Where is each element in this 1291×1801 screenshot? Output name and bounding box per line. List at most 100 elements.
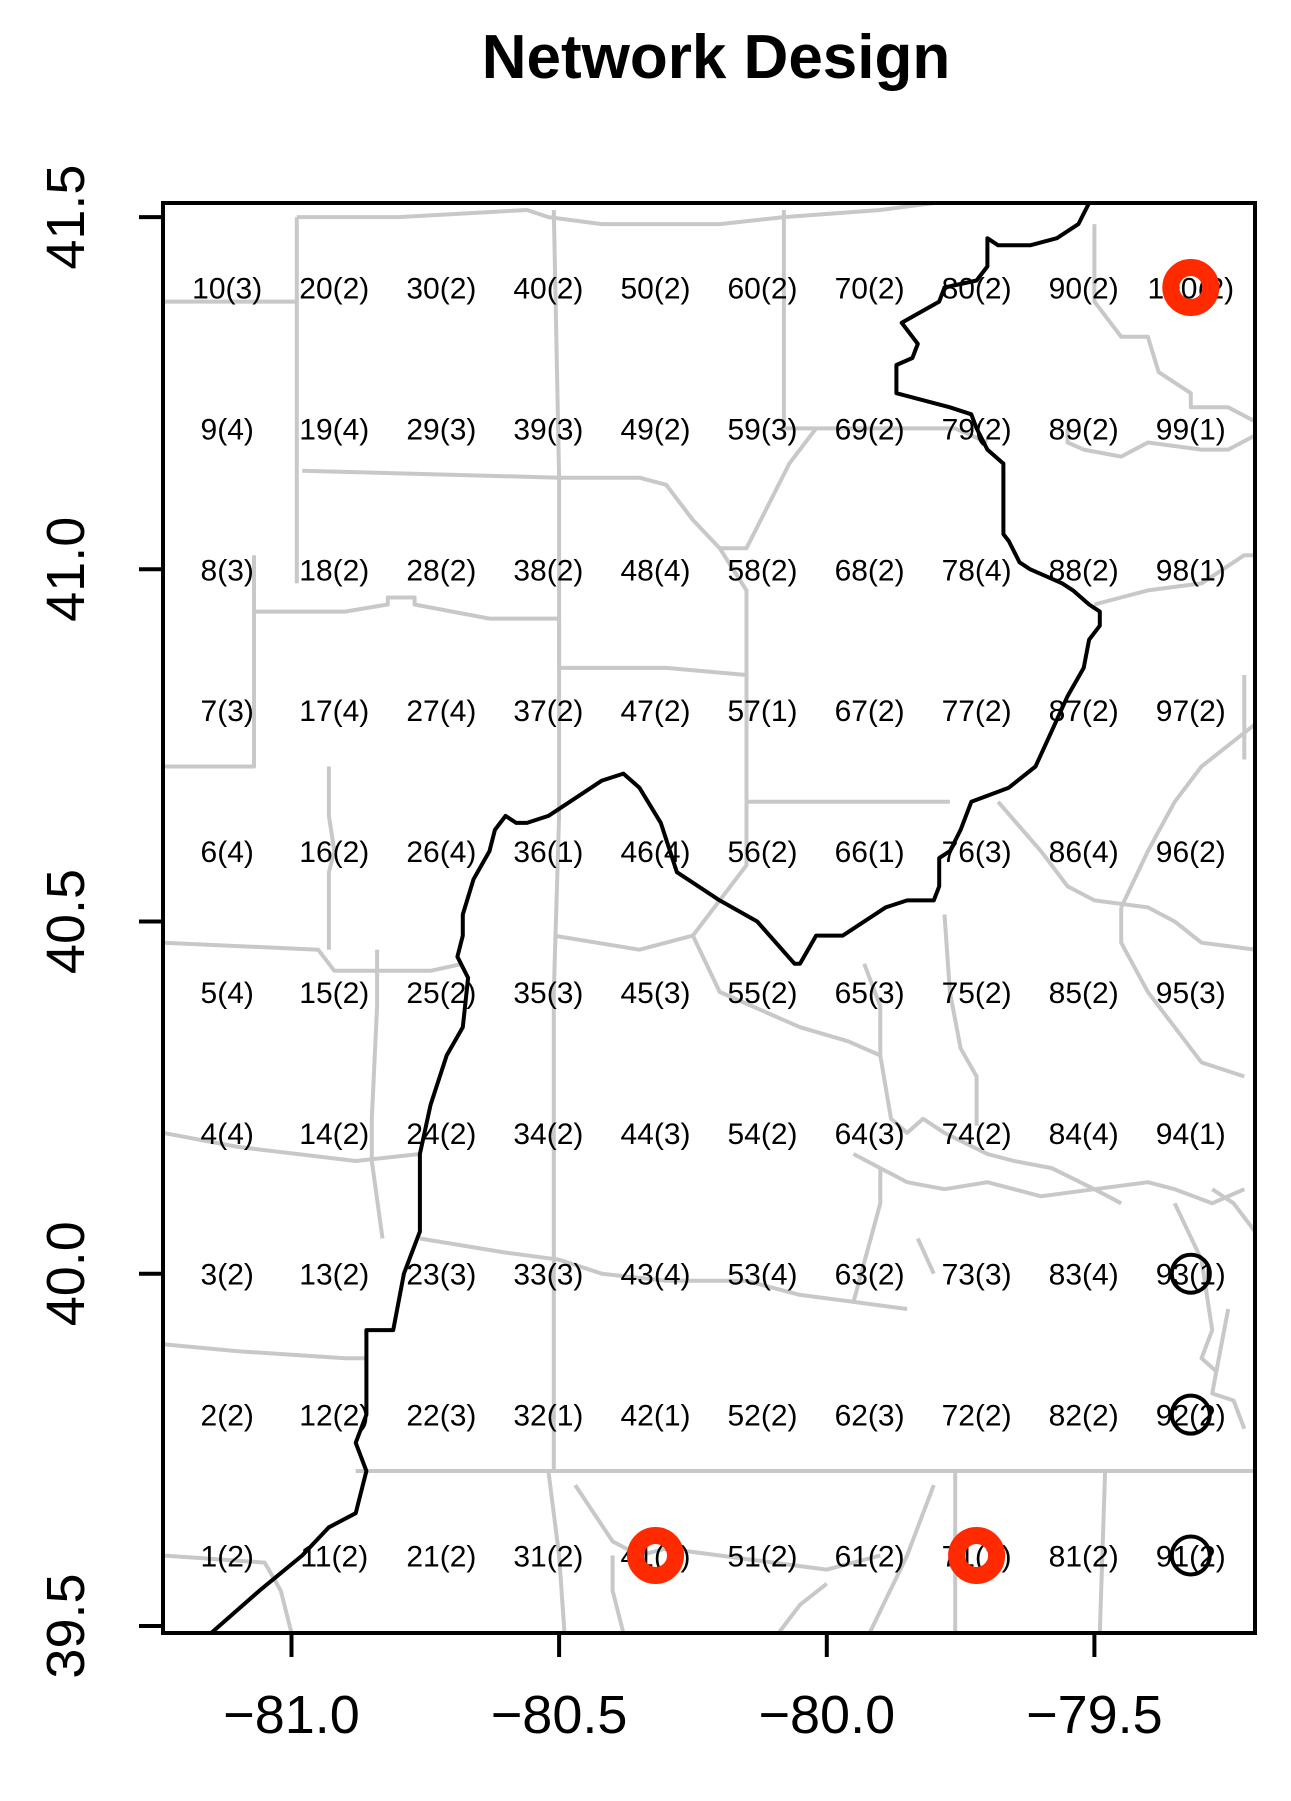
cell-label: 50(2) xyxy=(620,273,690,306)
cell-label: 44(3) xyxy=(620,1118,690,1151)
x-tick-label: −79.5 xyxy=(1026,1685,1163,1745)
cell-label: 6(4) xyxy=(201,836,254,869)
y-tick-label: 41.5 xyxy=(36,165,96,270)
cell-label: 62(3) xyxy=(835,1400,905,1433)
county-line xyxy=(852,1152,1246,1206)
county-line xyxy=(719,427,818,551)
cell-label: 7(3) xyxy=(201,695,254,728)
county-line xyxy=(915,1237,936,1275)
cell-label: 93(1) xyxy=(1156,1259,1226,1292)
chart-title: Network Design xyxy=(482,23,951,92)
county-line xyxy=(326,766,337,950)
county-line xyxy=(777,1582,829,1633)
cell-label: 8(3) xyxy=(201,554,254,587)
cell-label: 87(2) xyxy=(1049,695,1119,728)
county-line xyxy=(419,1236,908,1311)
county-line xyxy=(691,934,882,1058)
county-line xyxy=(163,1342,367,1361)
county-line xyxy=(1211,1187,1255,1233)
cell-label: 18(2) xyxy=(299,554,369,587)
existing-site-marker xyxy=(1169,1393,1212,1436)
y-tick-label: 39.5 xyxy=(36,1573,96,1678)
state-border xyxy=(209,203,1102,1633)
cell-label: 60(2) xyxy=(727,273,797,306)
existing-site-marker xyxy=(1169,1534,1212,1577)
existing-site-marker xyxy=(1169,1252,1212,1295)
county-line xyxy=(1119,722,1255,909)
cell-label: 35(3) xyxy=(513,977,583,1010)
cell-label: 30(2) xyxy=(406,273,476,306)
cell-label: 16(2) xyxy=(299,836,369,869)
cell-label: 49(2) xyxy=(620,413,690,446)
cell-label: 89(2) xyxy=(1049,413,1119,446)
cell-label: 98(1) xyxy=(1156,554,1226,587)
cell-label: 42(1) xyxy=(620,1400,690,1433)
cell-label: 54(2) xyxy=(727,1118,797,1151)
cell-label: 61(2) xyxy=(835,1541,905,1574)
cell-label: 23(3) xyxy=(406,1259,476,1292)
county-line xyxy=(1093,553,1255,607)
cell-label: 99(1) xyxy=(1156,413,1226,446)
cell-label: 79(2) xyxy=(942,413,1012,446)
cell-label: 68(2) xyxy=(835,554,905,587)
cell-label: 76(3) xyxy=(942,836,1012,869)
selected-site-marker xyxy=(948,1527,1006,1584)
cell-label: 73(3) xyxy=(942,1259,1012,1292)
county-line xyxy=(163,555,256,769)
cell-label: 92(2) xyxy=(1156,1400,1226,1433)
cell-label: 29(3) xyxy=(406,413,476,446)
cell-label: 82(2) xyxy=(1049,1400,1119,1433)
cell-label: 47(2) xyxy=(620,695,690,728)
county-line xyxy=(369,949,385,1239)
county-lines xyxy=(163,203,1255,1633)
cell-label: 85(2) xyxy=(1049,977,1119,1010)
cell-label: 86(4) xyxy=(1049,836,1119,869)
county-line xyxy=(1097,1470,1108,1633)
cell-label: 69(2) xyxy=(835,413,905,446)
county-line xyxy=(163,1130,421,1163)
county-line xyxy=(1092,224,1255,424)
cell-label: 91(2) xyxy=(1156,1541,1226,1574)
cell-label: 46(4) xyxy=(620,836,690,869)
cell-label: 26(4) xyxy=(406,836,476,869)
county-line xyxy=(1210,1308,1247,1430)
cell-label: 84(4) xyxy=(1049,1118,1119,1151)
y-tick-label: 41.0 xyxy=(36,517,96,622)
cell-label: 5(4) xyxy=(201,977,254,1010)
cell-label: 96(2) xyxy=(1156,836,1226,869)
county-line xyxy=(163,940,464,973)
plot-frame xyxy=(161,201,1257,1635)
axes: −81.0 −80.5 −80.0 −79.5 39.5 40.0 40.5 41.0 41.5 xyxy=(36,165,1163,1745)
cell-label: 19(4) xyxy=(299,413,369,446)
cell-label: 38(2) xyxy=(513,554,583,587)
county-line xyxy=(573,1483,881,1572)
cell-label: 27(4) xyxy=(406,695,476,728)
county-line xyxy=(610,1555,626,1633)
cell-label: 45(3) xyxy=(620,977,690,1010)
x-tick-label: −80.5 xyxy=(491,1685,628,1745)
county-line xyxy=(867,1484,936,1633)
cell-label: 83(4) xyxy=(1049,1259,1119,1292)
county-line xyxy=(551,209,562,1471)
cell-label: 90(2) xyxy=(1049,273,1119,306)
cell-label: 64(3) xyxy=(835,1118,905,1151)
cell-label: 95(3) xyxy=(1156,977,1226,1010)
county-line xyxy=(553,801,749,952)
cell-label: 56(2) xyxy=(727,836,797,869)
cell-label: 11(2) xyxy=(300,1541,368,1574)
cell-label: 39(3) xyxy=(513,413,583,446)
cell-label: 74(2) xyxy=(942,1118,1012,1151)
cell-label: 28(2) xyxy=(406,554,476,587)
cell-label: 63(2) xyxy=(835,1259,905,1292)
cell-label: 80(2) xyxy=(942,273,1012,306)
x-tick-label: −80.0 xyxy=(758,1685,895,1745)
selected-site-marker xyxy=(627,1527,684,1584)
cell-label: 88(2) xyxy=(1049,554,1119,587)
cell-label: 59(3) xyxy=(727,413,797,446)
county-line xyxy=(996,800,1255,952)
cell-labels: 1(2) 2(2) 3(2) 4(4) 5(4) 6(4) 7(3) 8(3) 9(4) 10(3… xyxy=(192,273,1234,1574)
county-line xyxy=(296,203,935,227)
site-markers xyxy=(627,259,1220,1584)
county-line xyxy=(546,1470,567,1633)
